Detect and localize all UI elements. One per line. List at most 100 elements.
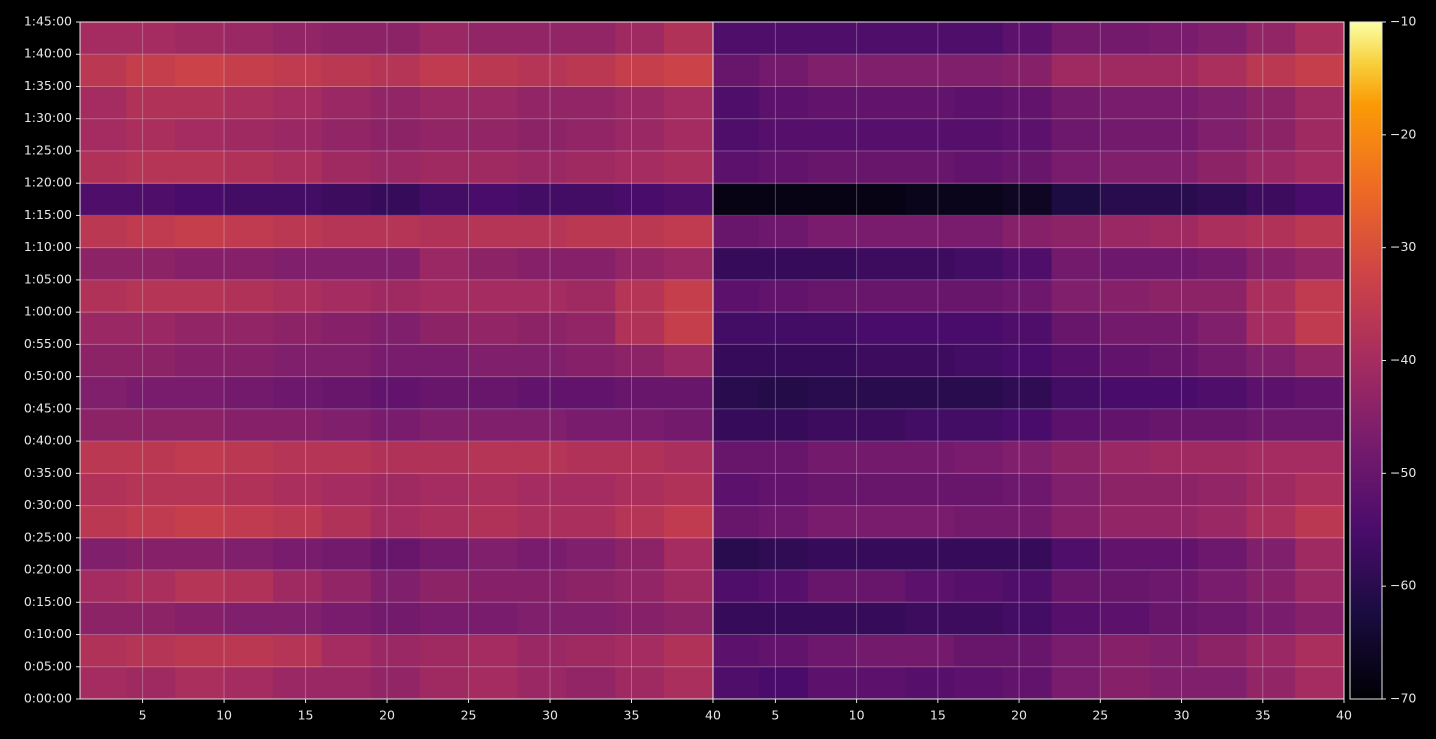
- heatmap-cell: [126, 247, 176, 281]
- heatmap-cell: [517, 344, 567, 378]
- heatmap-cell: [1149, 183, 1199, 216]
- heatmap-cell: [1246, 570, 1296, 603]
- heatmap-cell: [664, 344, 713, 378]
- heatmap-cell: [1197, 537, 1248, 571]
- heatmap-cell: [370, 86, 421, 120]
- heatmap-cell: [1100, 473, 1150, 507]
- heatmap-cell: [1246, 279, 1296, 313]
- heatmap-cell: [1197, 118, 1248, 152]
- heatmap-cell: [1295, 215, 1344, 249]
- heatmap-cell: [370, 344, 421, 378]
- heatmap-cell: [1100, 312, 1150, 345]
- heatmap-cell: [1197, 666, 1248, 699]
- heatmap-cell: [1100, 570, 1150, 603]
- heatmap-cell: [1002, 279, 1053, 313]
- heatmap-cell: [224, 634, 274, 668]
- heatmap-cell: [80, 634, 127, 668]
- heatmap-cell: [1051, 666, 1101, 699]
- heatmap-cell: [664, 150, 713, 184]
- heatmap-cell: [370, 408, 421, 442]
- heatmap-cell: [321, 408, 372, 442]
- heatmap-cell: [856, 570, 906, 603]
- heatmap-cell: [224, 22, 274, 55]
- heatmap-cell: [566, 473, 616, 507]
- heatmap-cell: [615, 602, 665, 636]
- heatmap-cell: [615, 54, 665, 87]
- heatmap-cell: [1295, 666, 1344, 699]
- heatmap-cell: [370, 312, 421, 345]
- heatmap-cell: [759, 441, 809, 474]
- heatmap-cell: [954, 54, 1004, 87]
- heatmap-cell: [321, 54, 372, 87]
- heatmap-cell: [905, 247, 955, 281]
- heatmap-cell: [517, 22, 567, 55]
- heatmap-cell: [807, 537, 858, 571]
- heatmap-cell: [517, 441, 567, 474]
- heatmap-cell: [517, 54, 567, 87]
- heatmap-cell: [272, 634, 323, 668]
- y-tick-label: 0:45:00: [24, 400, 72, 415]
- heatmap-cell: [517, 118, 567, 152]
- heatmap-cell: [517, 666, 567, 699]
- heatmap-cell: [1197, 247, 1248, 281]
- heatmap-cell: [1051, 408, 1101, 442]
- x-tick-label: 10: [849, 708, 865, 723]
- y-tick-label: 1:10:00: [24, 239, 72, 254]
- heatmap-cell: [272, 247, 323, 281]
- heatmap-cell: [1246, 505, 1296, 539]
- heatmap-cell: [807, 441, 858, 474]
- heatmap-cell: [1002, 215, 1053, 249]
- heatmap-cell: [517, 215, 567, 249]
- heatmap-cell: [566, 344, 616, 378]
- heatmap-cell: [1197, 376, 1248, 410]
- y-tick-label: 0:15:00: [24, 594, 72, 609]
- heatmap-cell: [856, 118, 906, 152]
- heatmap-cell: [224, 118, 274, 152]
- heatmap-cell: [272, 54, 323, 87]
- heatmap-cell: [126, 86, 176, 120]
- heatmap-cell: [1295, 473, 1344, 507]
- heatmap-cell: [615, 666, 665, 699]
- heatmap-cell: [1002, 441, 1053, 474]
- heatmap-cell: [1246, 183, 1296, 216]
- heatmap-cell: [1197, 312, 1248, 345]
- heatmap-cell: [370, 118, 421, 152]
- heatmap-cell: [321, 279, 372, 313]
- heatmap-cell: [370, 54, 421, 87]
- y-tick-label: 0:10:00: [24, 626, 72, 641]
- heatmap-cell: [759, 473, 809, 507]
- heatmap-cell: [664, 537, 713, 571]
- heatmap-cell: [1051, 634, 1101, 668]
- heatmap-cell: [713, 505, 760, 539]
- heatmap-cell: [370, 215, 421, 249]
- heatmap-cell: [664, 54, 713, 87]
- heatmap-cell: [615, 312, 665, 345]
- heatmap-cell: [1149, 441, 1199, 474]
- heatmap-cell: [224, 54, 274, 87]
- colorbar-tick-label: −50: [1390, 465, 1416, 480]
- x-tick-label: 25: [461, 708, 477, 723]
- heatmap-cell: [517, 247, 567, 281]
- heatmap-cell: [126, 408, 176, 442]
- heatmap-cell: [807, 183, 858, 216]
- heatmap-cell: [905, 570, 955, 603]
- heatmap-cell: [80, 376, 127, 410]
- heatmap-cell: [856, 344, 906, 378]
- heatmap-cell: [468, 441, 518, 474]
- heatmap-cell: [468, 408, 518, 442]
- heatmap-cell: [954, 183, 1004, 216]
- heatmap-cell: [1197, 279, 1248, 313]
- heatmap-cell: [126, 22, 176, 55]
- heatmap-cell: [807, 602, 858, 636]
- heatmap-cell: [370, 247, 421, 281]
- heatmap-cell: [224, 215, 274, 249]
- heatmap-cell: [272, 344, 323, 378]
- x-tick-label: 30: [1174, 708, 1190, 723]
- heatmap-cell: [80, 247, 127, 281]
- heatmap-cell: [419, 215, 470, 249]
- heatmap-cell: [419, 473, 470, 507]
- heatmap-cell: [566, 312, 616, 345]
- heatmap-cell: [664, 86, 713, 120]
- heatmap-cell: [615, 150, 665, 184]
